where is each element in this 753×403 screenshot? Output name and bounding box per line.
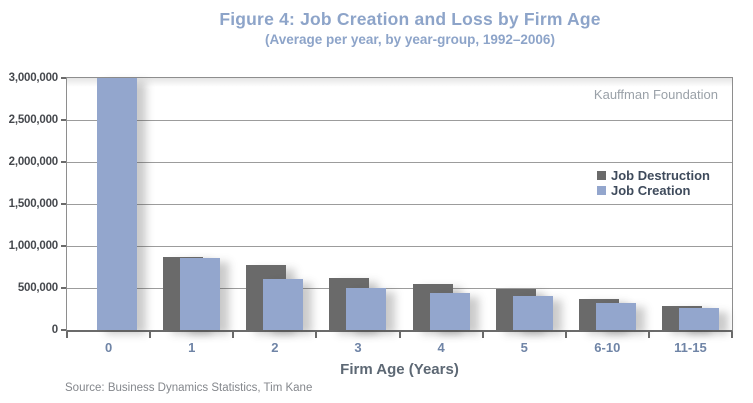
- y-tick-label: 2,000,000: [8, 156, 59, 168]
- legend-swatch-job-destruction: [597, 170, 606, 180]
- x-axis-labels: 0 1 2 3 4 5 6-10 11-15: [67, 340, 732, 355]
- gridline: [67, 288, 732, 289]
- x-tick: [731, 332, 733, 338]
- x-tick-label: 3: [354, 340, 362, 355]
- x-tick: [399, 332, 401, 338]
- y-tick: [61, 77, 67, 79]
- legend: Job Destruction Job Creation: [597, 168, 710, 198]
- legend-label-job-destruction: Job Destruction: [611, 167, 710, 183]
- y-tick-label: 3,000,000: [8, 72, 59, 84]
- x-tick: [66, 332, 68, 338]
- y-tick: [61, 203, 67, 205]
- y-tick-label: 500,000: [17, 282, 58, 294]
- x-axis-title: Firm Age (Years): [340, 361, 459, 378]
- bar-job-creation-4: [429, 292, 470, 330]
- legend-item-job-destruction: Job Destruction: [597, 167, 710, 183]
- x-tick-label: 1: [188, 340, 196, 355]
- x-tick-label: 2: [271, 340, 279, 355]
- gridline: [67, 246, 732, 247]
- bar-job-creation-0: [97, 78, 138, 330]
- y-tick-label: 1,500,000: [8, 198, 59, 210]
- y-tick-label: 0: [51, 324, 58, 336]
- x-tick: [648, 332, 650, 338]
- x-tick-label: 5: [520, 340, 528, 355]
- y-axis-ticks: [61, 77, 67, 331]
- gridline: [67, 120, 732, 121]
- bar-job-creation-1: [180, 257, 221, 330]
- legend-item-job-creation: Job Creation: [597, 182, 710, 198]
- bar-job-creation-3: [346, 288, 387, 330]
- gridline: [67, 162, 732, 163]
- x-tick-label: 6-10: [594, 340, 621, 355]
- x-axis-ticks: [66, 332, 733, 338]
- chart-title: Figure 4: Job Creation and Loss by Firm …: [219, 9, 601, 29]
- x-tick-label: 4: [437, 340, 445, 355]
- x-tick-label: 11-15: [674, 340, 707, 355]
- legend-label-job-creation: Job Creation: [611, 182, 691, 198]
- gridline: [67, 204, 732, 205]
- chart-header: Figure 4: Job Creation and Loss by Firm …: [67, 9, 753, 48]
- y-tick: [61, 329, 67, 331]
- source-note: Source: Business Dynamics Statistics, Ti…: [65, 382, 313, 394]
- legend-swatch-job-creation: [597, 185, 606, 195]
- y-axis-labels: 0 500,000 1,000,000 1,500,000 2,000,000 2,500…: [0, 72, 59, 336]
- plot-area: Kauffman Foundation Job Destruction Job …: [66, 77, 733, 332]
- bar-job-creation-2: [263, 278, 304, 330]
- y-tick: [61, 161, 67, 163]
- x-tick: [315, 332, 317, 338]
- y-tick: [61, 245, 67, 247]
- y-tick-label: 2,500,000: [8, 114, 59, 126]
- x-tick: [565, 332, 567, 338]
- y-tick: [61, 287, 67, 289]
- x-tick: [482, 332, 484, 338]
- y-tick: [61, 119, 67, 121]
- x-tick: [149, 332, 151, 338]
- watermark-label: Kauffman Foundation: [593, 87, 718, 102]
- bar-job-creation-5: [512, 295, 553, 330]
- chart-subtitle: (Average per year, by year-group, 1992–2…: [265, 32, 555, 47]
- bar-job-creation-6-10: [595, 302, 636, 330]
- x-tick: [232, 332, 234, 338]
- bar-job-creation-11-15: [678, 307, 719, 330]
- y-tick-label: 1,000,000: [8, 240, 59, 252]
- x-tick-label: 0: [104, 340, 113, 355]
